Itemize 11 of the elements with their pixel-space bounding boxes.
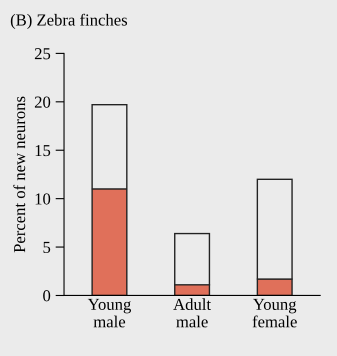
x-tick-label: Adult male [173,298,211,328]
x-tick-label: Young male [88,298,132,328]
y-tick-label: 10 [36,193,50,205]
y-tick-label: 15 [36,145,50,156]
y-tick-label: 20 [34,96,50,108]
x-tick-label: Young female [252,298,297,328]
y-tick-label: 5 [43,242,50,254]
y-tick-label: 0 [43,290,50,302]
chart-title: (B) Zebra finches [10,14,128,29]
y-tick-label: 25 [34,48,50,60]
y-axis-title: Percent of new neurons [13,96,26,252]
